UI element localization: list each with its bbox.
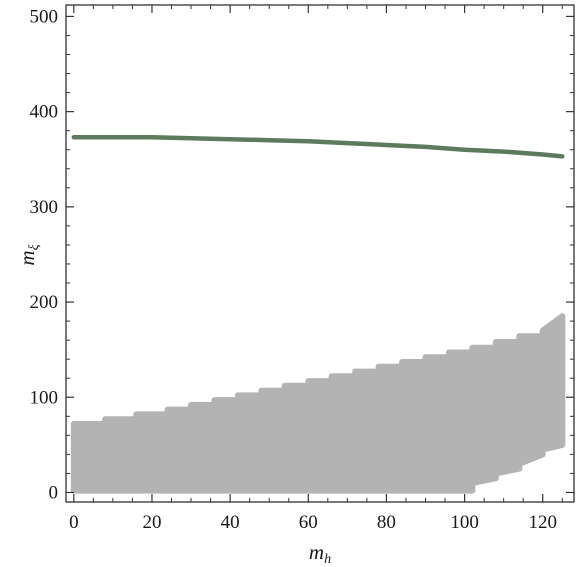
y-tick-label: 500 (30, 6, 59, 27)
y-axis-label: mξ (15, 244, 42, 265)
allowed-region-band (70, 313, 566, 494)
series-line (71, 135, 565, 159)
x-tick-label: 40 (221, 512, 240, 533)
x-tick-label: 60 (299, 512, 318, 533)
x-tick-label: 20 (142, 512, 161, 533)
y-tick-label: 100 (30, 387, 59, 408)
y-tick-label: 0 (49, 482, 59, 503)
x-tick-label: 100 (450, 512, 479, 533)
x-tick-label: 120 (528, 512, 557, 533)
plot-frame (65, 4, 575, 503)
y-tick-label: 400 (30, 102, 59, 123)
x-tick-label: 0 (69, 512, 79, 533)
y-tick-label: 200 (30, 292, 59, 313)
x-tick-label: 80 (377, 512, 396, 533)
y-tick-label: 300 (30, 197, 59, 218)
x-axis-label: mh (309, 540, 331, 567)
